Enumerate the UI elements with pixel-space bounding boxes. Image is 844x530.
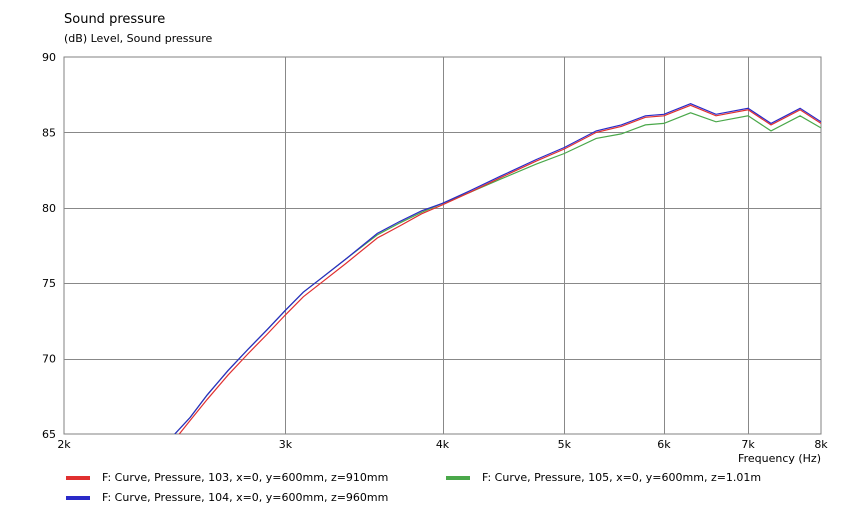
y-tick-label: 65: [42, 428, 56, 441]
series-line-1: [178, 104, 821, 434]
legend-swatch: [66, 475, 90, 480]
legend-item: F: Curve, Pressure, 104, x=0, y=600mm, z…: [66, 491, 388, 504]
x-tick-label: 6k: [657, 438, 671, 451]
x-tick-label: 5k: [558, 438, 572, 451]
x-axis-label: Frequency (Hz): [738, 452, 821, 465]
y-tick-label: 70: [42, 353, 56, 366]
legend-label: F: Curve, Pressure, 105, x=0, y=600mm, z…: [482, 471, 762, 484]
y-tick-label: 80: [42, 202, 56, 215]
y-tick-label: 90: [42, 51, 56, 64]
x-tick-label: 7k: [741, 438, 755, 451]
x-tick-label: 4k: [436, 438, 450, 451]
legend-swatch: [66, 495, 90, 500]
x-tick-label: 3k: [279, 438, 293, 451]
y-tick-label: 75: [42, 277, 56, 290]
legend-swatch: [446, 475, 470, 480]
legend-item: F: Curve, Pressure, 105, x=0, y=600mm, z…: [446, 471, 761, 484]
y-axis-label: (dB) Level, Sound pressure: [64, 32, 213, 45]
legend-label: F: Curve, Pressure, 103, x=0, y=600mm, z…: [102, 471, 389, 484]
x-tick-label: 8k: [814, 438, 828, 451]
chart-title: Sound pressure: [64, 12, 166, 27]
legend-label: F: Curve, Pressure, 104, x=0, y=600mm, z…: [102, 491, 389, 504]
x-tick-label: 2k: [57, 438, 71, 451]
legend-item: F: Curve, Pressure, 103, x=0, y=600mm, z…: [66, 471, 388, 484]
plot-area: [63, 56, 822, 435]
series-line-2: [174, 103, 821, 434]
y-tick-label: 85: [42, 126, 56, 139]
